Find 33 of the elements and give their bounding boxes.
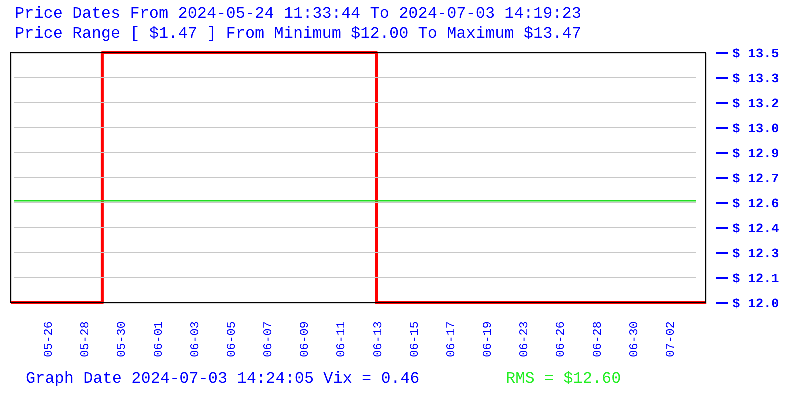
y-tick-label: $ 12.7 — [732, 172, 780, 186]
text: RMS = $12.60 — [506, 370, 622, 388]
x-tick-label: 06-05 — [224, 322, 239, 358]
x-tick-label: 06-15 — [408, 322, 422, 358]
x-tick-label: 06-30 — [627, 322, 642, 358]
x-tick-label: 05-30 — [115, 322, 130, 358]
y-tick-label: $ 12.9 — [732, 146, 780, 162]
x-tick-label: 06-09 — [298, 322, 312, 358]
y-tick-label: $ 12.0 — [732, 296, 780, 312]
y-tick-label: $ 13.2 — [732, 96, 780, 112]
x-tick-label: 06-11 — [334, 322, 349, 358]
chart-subtitle: Price Range [ $1.47 ] From Minimum $12.00 To Maximum $13.47 — [15, 25, 582, 43]
x-tick-label: 06-13 — [371, 322, 386, 358]
chart-title: Price Dates From 2024-05-24 11:33:44 To 2024-07-03 14:19:23 — [15, 5, 582, 23]
x-tick-label: 06-01 — [152, 322, 166, 358]
y-tick-label: $ 12.4 — [732, 222, 780, 236]
y-tick-label: $ 12.3 — [732, 246, 780, 262]
x-tick-label: 05-26 — [42, 322, 56, 358]
x-tick-label: 06-07 — [262, 322, 276, 358]
x-tick-label: 06-28 — [590, 322, 605, 358]
x-tick-label: 06-17 — [444, 322, 458, 358]
x-tick-label: 05-28 — [78, 322, 93, 358]
x-tick-label: 06-26 — [554, 322, 568, 358]
x-tick-label: 06-03 — [188, 322, 202, 358]
y-tick-label: $ 13.5 — [732, 46, 780, 62]
x-tick-label: 07-02 — [664, 322, 678, 358]
text: Graph Date 2024-07-03 14:24:05 Vix = 0.46 — [26, 370, 420, 388]
y-tick-label: $ 13.3 — [732, 72, 780, 86]
y-tick-label: $ 12.6 — [732, 196, 780, 212]
x-tick-label: 06-23 — [518, 322, 532, 358]
x-tick-label: 06-19 — [481, 322, 496, 358]
y-tick-label: $ 12.1 — [732, 272, 780, 286]
y-tick-label: $ 13.0 — [732, 122, 780, 136]
